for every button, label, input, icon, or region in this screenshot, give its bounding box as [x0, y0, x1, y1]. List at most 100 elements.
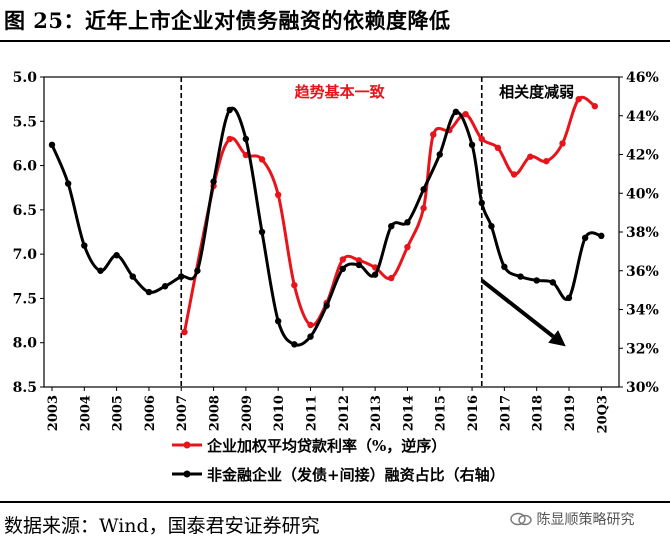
right-tick-label: 32%	[626, 341, 659, 357]
financing-share-series	[48, 106, 605, 348]
loan-rate-point	[307, 321, 314, 329]
financing-share-point	[420, 186, 427, 193]
loan-rate-point	[462, 111, 469, 118]
financing-share-point	[388, 222, 395, 230]
x-tick-label: 2013	[369, 395, 384, 431]
financing-share-point	[355, 261, 363, 269]
loan-rate-point	[274, 191, 282, 198]
legend: 企业加权平均贷款利率（%，逆序） 非金融企业（发债+间接）融资占比（右轴）	[172, 437, 505, 484]
right-tick-label: 46%	[626, 70, 659, 86]
loan-rate-point	[339, 256, 347, 263]
loan-rate-line	[183, 95, 596, 333]
financing-share-point	[323, 302, 330, 309]
financing-share-point	[581, 234, 589, 242]
x-tick-label: 2011	[304, 395, 319, 431]
loan-rate-point	[430, 131, 437, 138]
x-tick-label: 2014	[401, 395, 416, 431]
financing-share-point	[565, 294, 573, 302]
financing-share-point	[339, 265, 347, 273]
loan-rate-point	[559, 140, 566, 147]
x-tick-label: 2009	[240, 395, 255, 431]
loan-rate-series	[181, 95, 599, 336]
loan-rate-point	[291, 281, 298, 289]
right-tick-label: 30%	[626, 380, 659, 396]
financing-share-point	[274, 317, 282, 325]
loan-rate-point	[181, 328, 188, 336]
legend-label: 企业加权平均贷款利率（%，逆序）	[206, 437, 446, 455]
legend-swatch-marker	[183, 470, 191, 478]
financing-share-point	[517, 273, 524, 280]
loan-rate-point	[543, 157, 550, 165]
chart-axes: 5.0 5.5 6.0 6.5 7.0 7.5 8.0 8.5 30% 32% 34% 36% 38% 4…	[13, 70, 659, 433]
x-tick-label: 20Q3	[595, 395, 610, 433]
financing-share-point	[242, 135, 250, 143]
financing-share-point	[533, 277, 540, 284]
loan-rate-point	[226, 135, 233, 143]
annotations: 趋势基本一致 相关度减弱	[295, 83, 574, 347]
x-tick-label: 2019	[563, 395, 578, 431]
x-tick-label: 2010	[272, 395, 287, 431]
watermark-text: 陈显顺策略研究	[536, 512, 635, 528]
financing-share-point	[371, 271, 379, 278]
right-tick-label: 34%	[626, 303, 659, 319]
x-tick-label: 2008	[208, 395, 223, 431]
right-tick-label: 36%	[626, 264, 659, 280]
period-label-weakening: 相关度减弱	[499, 83, 574, 101]
loan-rate-point	[510, 171, 518, 178]
x-tick-label: 2004	[78, 395, 93, 431]
x-tick-label: 2003	[46, 395, 61, 431]
right-tick-label: 44%	[626, 109, 659, 125]
watermark: 陈显顺策略研究	[510, 509, 634, 529]
financing-share-point	[178, 273, 185, 280]
financing-share-point	[488, 222, 495, 230]
left-tick-label: 8.0	[13, 336, 38, 352]
source-note: 数据来源：Wind，国泰君安证券研究	[4, 515, 320, 537]
financing-share-point	[452, 108, 460, 116]
trend-arrow-head	[548, 330, 566, 347]
financing-share-point	[549, 279, 557, 286]
figure-title: 图 25：近年上市企业对债务融资的依赖度降低	[4, 8, 451, 33]
title-bar: 图 25：近年上市企业对债务融资的依赖度降低	[0, 0, 670, 42]
left-tick-label: 7.0	[13, 247, 38, 263]
financing-share-point	[468, 141, 476, 149]
financing-share-point	[210, 178, 217, 185]
financing-share-point	[291, 341, 298, 348]
loan-rate-point	[478, 135, 485, 143]
x-tick-label: 2015	[434, 395, 449, 431]
left-tick-label: 6.5	[13, 203, 37, 219]
loan-rate-point	[388, 274, 395, 282]
x-tick-label: 2007	[175, 395, 190, 431]
x-tick-label: 2016	[466, 395, 481, 431]
legend-swatch-marker	[183, 441, 191, 449]
left-tick-label: 6.0	[13, 159, 38, 175]
x-tick-label: 2006	[143, 395, 158, 431]
financing-share-point	[161, 283, 169, 290]
legend-item: 非金融企业（发债+间接）融资占比（右轴）	[172, 466, 505, 484]
left-tick-label: 5.0	[13, 70, 38, 86]
financing-share-point	[501, 263, 508, 271]
left-tick-label: 5.5	[13, 114, 37, 130]
left-tick-label: 8.5	[13, 380, 37, 396]
left-tick-label: 7.5	[13, 291, 37, 307]
financing-share-point	[81, 242, 88, 249]
wechat-icon	[510, 512, 532, 526]
financing-share-point	[97, 267, 104, 274]
x-tick-label: 2012	[337, 395, 352, 431]
trend-arrow-shaft	[480, 278, 555, 339]
financing-share-point	[113, 252, 120, 259]
x-tick-label: 2005	[111, 395, 126, 431]
loan-rate-point	[494, 144, 502, 152]
legend-label: 非金融企业（发债+间接）融资占比（右轴）	[207, 466, 505, 484]
period-dividers	[180, 77, 483, 387]
period-label-consistent: 趋势基本一致	[295, 83, 386, 101]
source-bar: 数据来源：Wind，国泰君安证券研究 陈显顺策略研究	[0, 501, 670, 544]
financing-share-point	[64, 180, 72, 187]
financing-share-point	[404, 219, 411, 226]
plot-frame	[43, 76, 620, 388]
financing-share-point	[129, 273, 136, 280]
loan-rate-point	[242, 151, 250, 159]
financing-share-point	[226, 106, 233, 114]
loan-rate-point	[575, 95, 582, 103]
x-tick-label: 2017	[498, 395, 513, 431]
x-tick-label: 2018	[531, 395, 546, 431]
